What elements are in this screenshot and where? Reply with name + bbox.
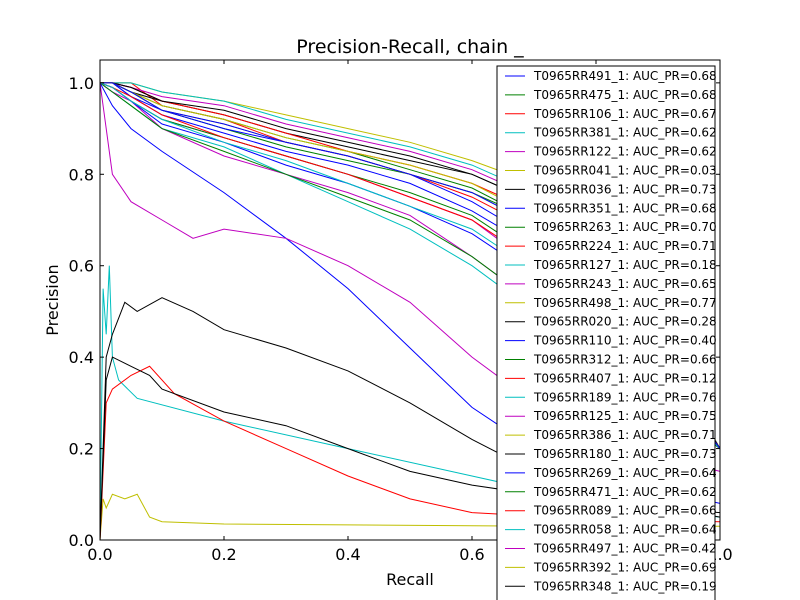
legend: T0965RR491_1: AUC_PR=0.68 T0965RR475_1: A… (496, 65, 717, 600)
x-tick-label: 0.4 (335, 545, 360, 564)
x-axis-label: Recall (386, 570, 434, 589)
x-tick-label: 0.2 (211, 545, 236, 564)
legend-entry: T0965RR392_1: AUC_PR=0.69 (533, 560, 717, 574)
plot-frame (99, 59, 721, 541)
legend-entry: T0965RR491_1: AUC_PR=0.68 (533, 69, 717, 83)
legend-entry: T0965RR351_1: AUC_PR=0.68 (533, 201, 717, 215)
legend-entry: T0965RR471_1: AUC_PR=0.62 (533, 485, 717, 499)
y-tick-label: 0.6 (69, 257, 94, 276)
legend-entry: T0965RR243_1: AUC_PR=0.65 (533, 277, 717, 291)
legend-entry: T0965RR189_1: AUC_PR=0.76 (533, 390, 717, 404)
legend-entry: T0965RR058_1: AUC_PR=0.64 (533, 523, 717, 537)
x-tick-label: 0.0 (87, 545, 112, 564)
legend-entry: T0965RR089_1: AUC_PR=0.66 (533, 504, 717, 518)
legend-entry: T0965RR180_1: AUC_PR=0.73 (533, 447, 717, 461)
series-line-11 (99, 265, 721, 541)
legend-entry: T0965RR224_1: AUC_PR=0.71 (533, 239, 717, 253)
y-tick-label: 1.0 (69, 74, 94, 93)
y-tick-label: 0.2 (69, 440, 94, 459)
series-line-6 (99, 493, 720, 541)
legend-entry: T0965RR407_1: AUC_PR=0.12 (533, 371, 717, 385)
legend-entry: T0965RR036_1: AUC_PR=0.73 (533, 182, 717, 196)
legend-entry: T0965RR127_1: AUC_PR=0.18 (533, 258, 717, 272)
y-tick-label: 0.4 (69, 348, 94, 367)
y-axis-label: Precision (43, 264, 62, 335)
legend-entry: T0965RR386_1: AUC_PR=0.71 (533, 428, 717, 442)
legend-entry: T0965RR106_1: AUC_PR=0.67 (533, 107, 717, 121)
chart-title: Precision-Recall, chain _ (296, 36, 524, 58)
legend-entry: T0965RR269_1: AUC_PR=0.64 (533, 466, 717, 480)
series-line-17 (99, 365, 721, 541)
y-tick-label: 0.8 (69, 165, 94, 184)
legend-entry: T0965RR110_1: AUC_PR=0.40 (533, 334, 717, 348)
legend-entry: T0965RR041_1: AUC_PR=0.03 (533, 164, 717, 178)
legend-entry: T0965RR498_1: AUC_PR=0.77 (533, 296, 717, 310)
legend-entry: T0965RR125_1: AUC_PR=0.75 (533, 409, 717, 423)
series-line-28 (99, 356, 721, 541)
legend-entry: T0965RR497_1: AUC_PR=0.42 (533, 542, 717, 556)
legend-entry: T0965RR020_1: AUC_PR=0.28 (533, 315, 717, 329)
legend-entry: T0965RR381_1: AUC_PR=0.62 (533, 126, 717, 140)
legend-entry: T0965RR122_1: AUC_PR=0.62 (533, 145, 717, 159)
legend-entry: T0965RR312_1: AUC_PR=0.66 (533, 353, 717, 367)
legend-entry: T0965RR263_1: AUC_PR=0.70 (533, 220, 717, 234)
legend-entry: T0965RR154_1: AUC_PR=0.69 (533, 598, 717, 600)
x-tick-label: 0.6 (459, 545, 484, 564)
legend-box (496, 65, 716, 600)
y-tick-label: 0.0 (69, 531, 94, 550)
legend-entry: T0965RR475_1: AUC_PR=0.68 (533, 88, 717, 102)
legend-entry: T0965RR348_1: AUC_PR=0.19 (533, 579, 717, 593)
